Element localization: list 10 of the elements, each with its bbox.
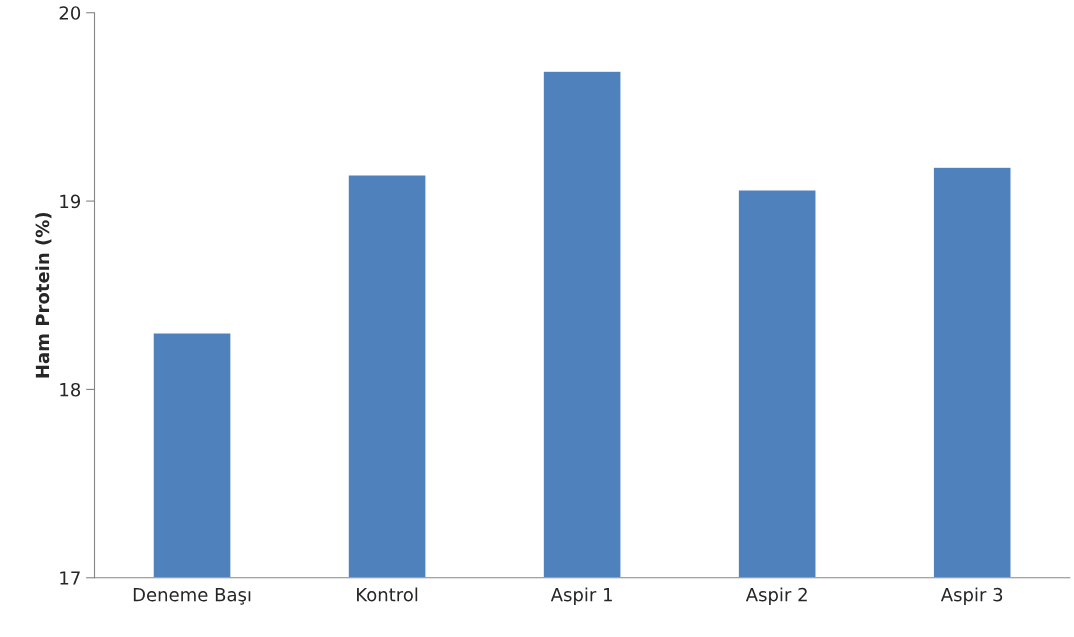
y-tick-label: 19 bbox=[60, 194, 81, 209]
y-tick-label: 18 bbox=[60, 382, 81, 397]
x-tick-label: Deneme Başı bbox=[133, 588, 251, 605]
x-tick-label: Aspir 3 bbox=[940, 587, 1003, 605]
y-axis-title: Ham Protein (%) bbox=[35, 212, 52, 378]
y-tick-label: 20 bbox=[59, 6, 81, 20]
x-tick-label: Kontrol bbox=[357, 587, 418, 602]
x-tick-label: Aspir 1 bbox=[550, 587, 612, 605]
x-tick-label: Aspir 2 bbox=[745, 587, 807, 605]
y-tick-label: 17 bbox=[60, 571, 80, 585]
